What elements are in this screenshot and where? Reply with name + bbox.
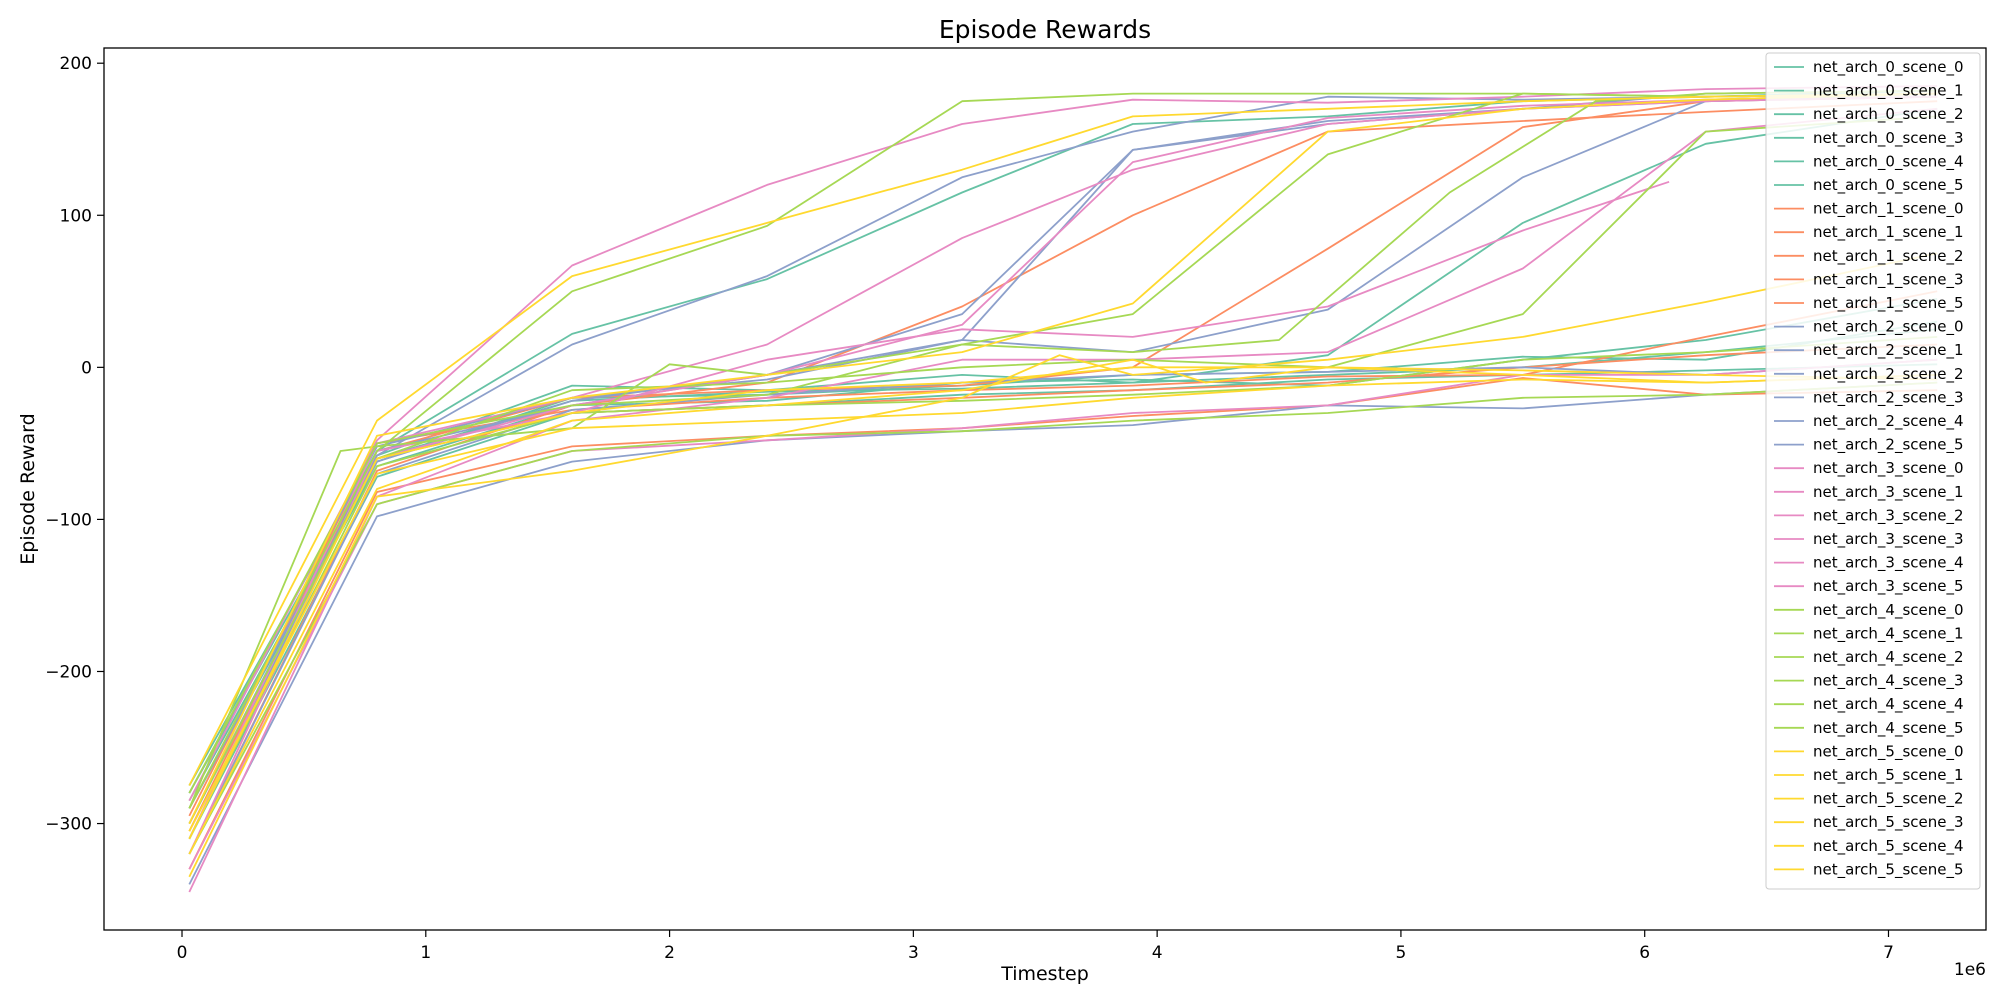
y-tick-label: 100: [60, 206, 92, 226]
legend-label: net_arch_5_scene_3: [1813, 813, 1964, 832]
legend-label: net_arch_0_scene_5: [1813, 176, 1964, 195]
legend-label: net_arch_3_scene_2: [1813, 506, 1964, 525]
series-line-net-arch-1-scene-2: [188, 377, 1938, 870]
legend-label: net_arch_2_scene_0: [1813, 318, 1964, 337]
x-tick-label: 3: [908, 943, 919, 963]
series-line-net-arch-4-scene-2: [188, 92, 1938, 794]
legend-label: net_arch_2_scene_4: [1813, 412, 1964, 431]
y-axis-label: Episode Reward: [17, 413, 39, 564]
plot-area-frame: [103, 47, 1987, 931]
plot-lines: [188, 85, 1938, 893]
series-line-net-arch-2-scene-0: [188, 95, 1938, 794]
series-line-net-arch-4-scene-4: [188, 89, 1938, 809]
legend-label: net_arch_5_scene_0: [1813, 742, 1964, 761]
legend-label: net_arch_3_scene_3: [1813, 530, 1964, 549]
x-axis-ticks: 0 1 2 3 4 5 6 7: [177, 930, 1894, 963]
legend-label: net_arch_1_scene_0: [1813, 200, 1964, 219]
legend-label: net_arch_4_scene_1: [1813, 624, 1964, 643]
legend-label: net_arch_4_scene_5: [1813, 719, 1964, 738]
y-tick-label: −100: [45, 510, 92, 530]
series-line-net-arch-5-scene-1: [188, 92, 1938, 824]
x-tick-label: 1: [420, 943, 431, 963]
legend-label: net_arch_4_scene_3: [1813, 672, 1964, 691]
y-axis-ticks: −300 −200 −100 0 100 200: [45, 54, 104, 835]
x-tick-label: 7: [1883, 943, 1894, 963]
legend-label: net_arch_0_scene_3: [1813, 129, 1964, 148]
legend-label: net_arch_3_scene_5: [1813, 577, 1964, 596]
legend-label: net_arch_3_scene_0: [1813, 459, 1964, 478]
series-line-net-arch-2-scene-5: [188, 381, 1938, 885]
legend-label: net_arch_5_scene_2: [1813, 790, 1964, 809]
series-line-net-arch-3-scene-0: [188, 85, 1938, 802]
legend-label: net_arch_0_scene_1: [1813, 82, 1964, 101]
legend-label: net_arch_2_scene_3: [1813, 388, 1964, 407]
legend-label: net_arch_5_scene_1: [1813, 766, 1964, 785]
legend-label: net_arch_2_scene_5: [1813, 436, 1964, 455]
y-tick-label: 0: [81, 358, 92, 378]
y-tick-label: 200: [60, 54, 92, 74]
series-line-net-arch-5-scene-3: [188, 252, 1938, 878]
legend-label: net_arch_1_scene_1: [1813, 223, 1964, 242]
legend-label: net_arch_0_scene_0: [1813, 58, 1964, 77]
series-line-net-arch-5-scene-0: [188, 92, 1938, 786]
x-axis-scale-label: 1e6: [1954, 960, 1986, 980]
x-axis-label: Timestep: [1000, 963, 1089, 985]
legend-label: net_arch_1_scene_5: [1813, 294, 1964, 313]
y-tick-label: −200: [45, 662, 92, 682]
legend-label: net_arch_3_scene_1: [1813, 483, 1964, 502]
x-tick-label: 4: [1152, 943, 1163, 963]
legend-label: net_arch_4_scene_0: [1813, 601, 1964, 620]
legend-label: net_arch_2_scene_2: [1813, 365, 1964, 384]
chart-title: Episode Rewards: [939, 15, 1151, 44]
legend-label: net_arch_5_scene_5: [1813, 860, 1964, 879]
series-line-net-arch-4-scene-3: [188, 336, 1938, 840]
legend-label: net_arch_5_scene_4: [1813, 837, 1964, 856]
legend-box: [1765, 52, 1981, 890]
legend-label: net_arch_0_scene_4: [1813, 152, 1964, 171]
x-tick-label: 0: [177, 943, 188, 963]
series-line-net-arch-4-scene-5: [188, 381, 1938, 855]
legend-label: net_arch_0_scene_2: [1813, 105, 1964, 124]
legend-label: net_arch_4_scene_4: [1813, 695, 1964, 714]
legend-label: net_arch_2_scene_1: [1813, 341, 1964, 360]
x-tick-label: 6: [1639, 943, 1650, 963]
x-tick-label: 2: [664, 943, 675, 963]
legend-label: net_arch_4_scene_2: [1813, 648, 1964, 667]
y-tick-label: −300: [45, 815, 92, 835]
x-tick-label: 5: [1396, 943, 1407, 963]
legend-label: net_arch_3_scene_4: [1813, 554, 1964, 573]
legend-label: net_arch_1_scene_3: [1813, 270, 1964, 289]
series-line-net-arch-5-scene-5: [188, 374, 1938, 832]
series-line-net-arch-2-scene-3: [188, 358, 1938, 855]
legend: net_arch_0_scene_0 net_arch_0_scene_1 net_…: [1765, 52, 1981, 890]
series-line-net-arch-0-scene-5: [188, 328, 1938, 802]
series-line-net-arch-3-scene-4: [188, 180, 1670, 855]
legend-label: net_arch_1_scene_2: [1813, 247, 1964, 266]
